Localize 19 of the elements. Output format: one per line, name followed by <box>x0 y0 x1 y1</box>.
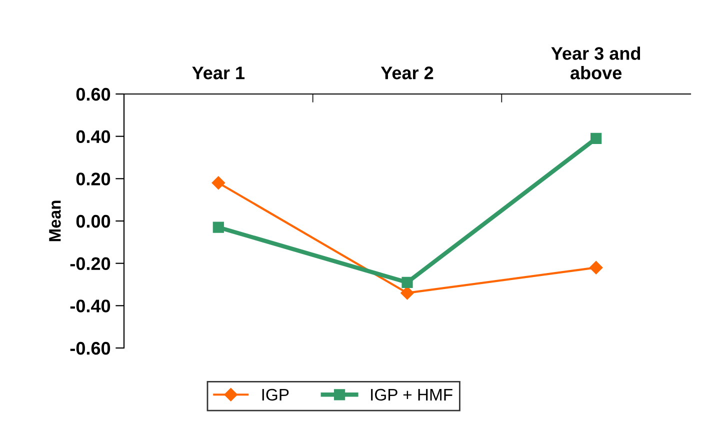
y-tick-label: -0.40 <box>70 300 110 312</box>
y-tick-label: -0.20 <box>70 257 110 270</box>
y-tick-label: -0.60 <box>70 342 110 355</box>
y-tick-label: 0.20 <box>76 172 110 186</box>
point <box>212 222 224 233</box>
x-tick-label: Year 1 <box>192 66 245 80</box>
y-tick-label: 0.40 <box>76 130 110 144</box>
legend-label: IGP + HMF <box>371 388 452 401</box>
x-tick-label: Year 3 and above <box>551 46 640 80</box>
point <box>589 260 603 274</box>
point <box>402 276 413 288</box>
x-tick-label: Year 2 <box>380 66 434 80</box>
y-tick-label: 0.00 <box>76 214 110 228</box>
y-tick-label: 0.60 <box>76 88 110 101</box>
legend-label: IGP <box>262 388 289 401</box>
point <box>212 176 225 190</box>
point <box>400 286 414 300</box>
point <box>590 132 602 144</box>
y-axis-title: Mean <box>49 200 61 242</box>
